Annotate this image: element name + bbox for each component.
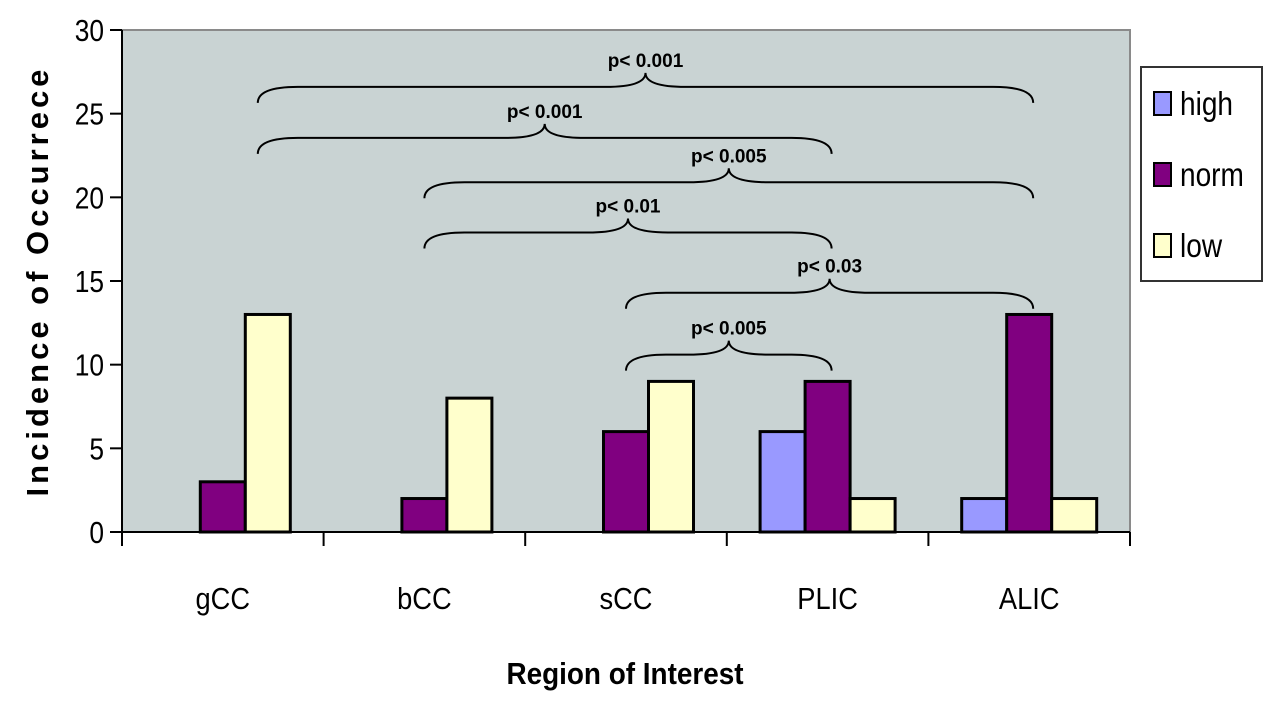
- y-tick-label: 5: [89, 432, 104, 466]
- bar-high-ALIC: [960, 497, 1009, 534]
- significance-label: p< 0.005: [691, 146, 767, 167]
- x-tick-label-ALIC: ALIC: [999, 582, 1060, 616]
- x-tick-label-PLIC: PLIC: [797, 582, 858, 616]
- bar-low-PLIC: [848, 497, 897, 534]
- y-tick-label: 30: [75, 14, 104, 48]
- legend-label-low: low: [1180, 228, 1223, 265]
- significance-label: p< 0.001: [608, 51, 684, 72]
- bar-high-PLIC: [758, 430, 807, 534]
- significance-label: p< 0.005: [691, 319, 767, 340]
- y-tick-label: 20: [75, 181, 104, 215]
- x-axis-label: Region of Interest: [506, 657, 743, 692]
- x-tick-label-bCC: bCC: [397, 582, 452, 616]
- legend-swatch-high: [1153, 91, 1172, 116]
- bar-low-bCC: [445, 396, 494, 534]
- bar-norm-bCC: [400, 497, 449, 534]
- y-tick-label: 25: [75, 98, 104, 132]
- legend-swatch-norm: [1153, 162, 1172, 187]
- bar-norm-PLIC: [803, 379, 852, 534]
- bar-norm-ALIC: [1005, 312, 1054, 534]
- y-tick-label: 0: [89, 516, 104, 550]
- legend-label-high: high: [1180, 86, 1233, 123]
- x-tick-label-gCC: gCC: [196, 582, 251, 616]
- y-axis-label: Incidence of Occurrece: [20, 66, 55, 497]
- bar-low-ALIC: [1050, 497, 1099, 534]
- significance-bracket: [256, 123, 833, 155]
- bar-low-gCC: [243, 312, 292, 534]
- significance-label: p< 0.001: [507, 102, 583, 123]
- y-tick-label: 15: [75, 265, 104, 299]
- significance-label: p< 0.01: [596, 196, 661, 217]
- legend: high norm low: [1140, 66, 1263, 282]
- bar-norm-sCC: [602, 430, 650, 534]
- bar-norm-gCC: [198, 480, 247, 534]
- x-tick-label-sCC: sCC: [599, 582, 652, 616]
- significance-label: p< 0.03: [797, 257, 862, 278]
- legend-swatch-low: [1153, 233, 1172, 258]
- y-tick-label: 10: [75, 349, 104, 383]
- bar-low-sCC: [647, 379, 695, 534]
- significance-bracket: [625, 340, 833, 371]
- legend-label-norm: norm: [1180, 157, 1244, 194]
